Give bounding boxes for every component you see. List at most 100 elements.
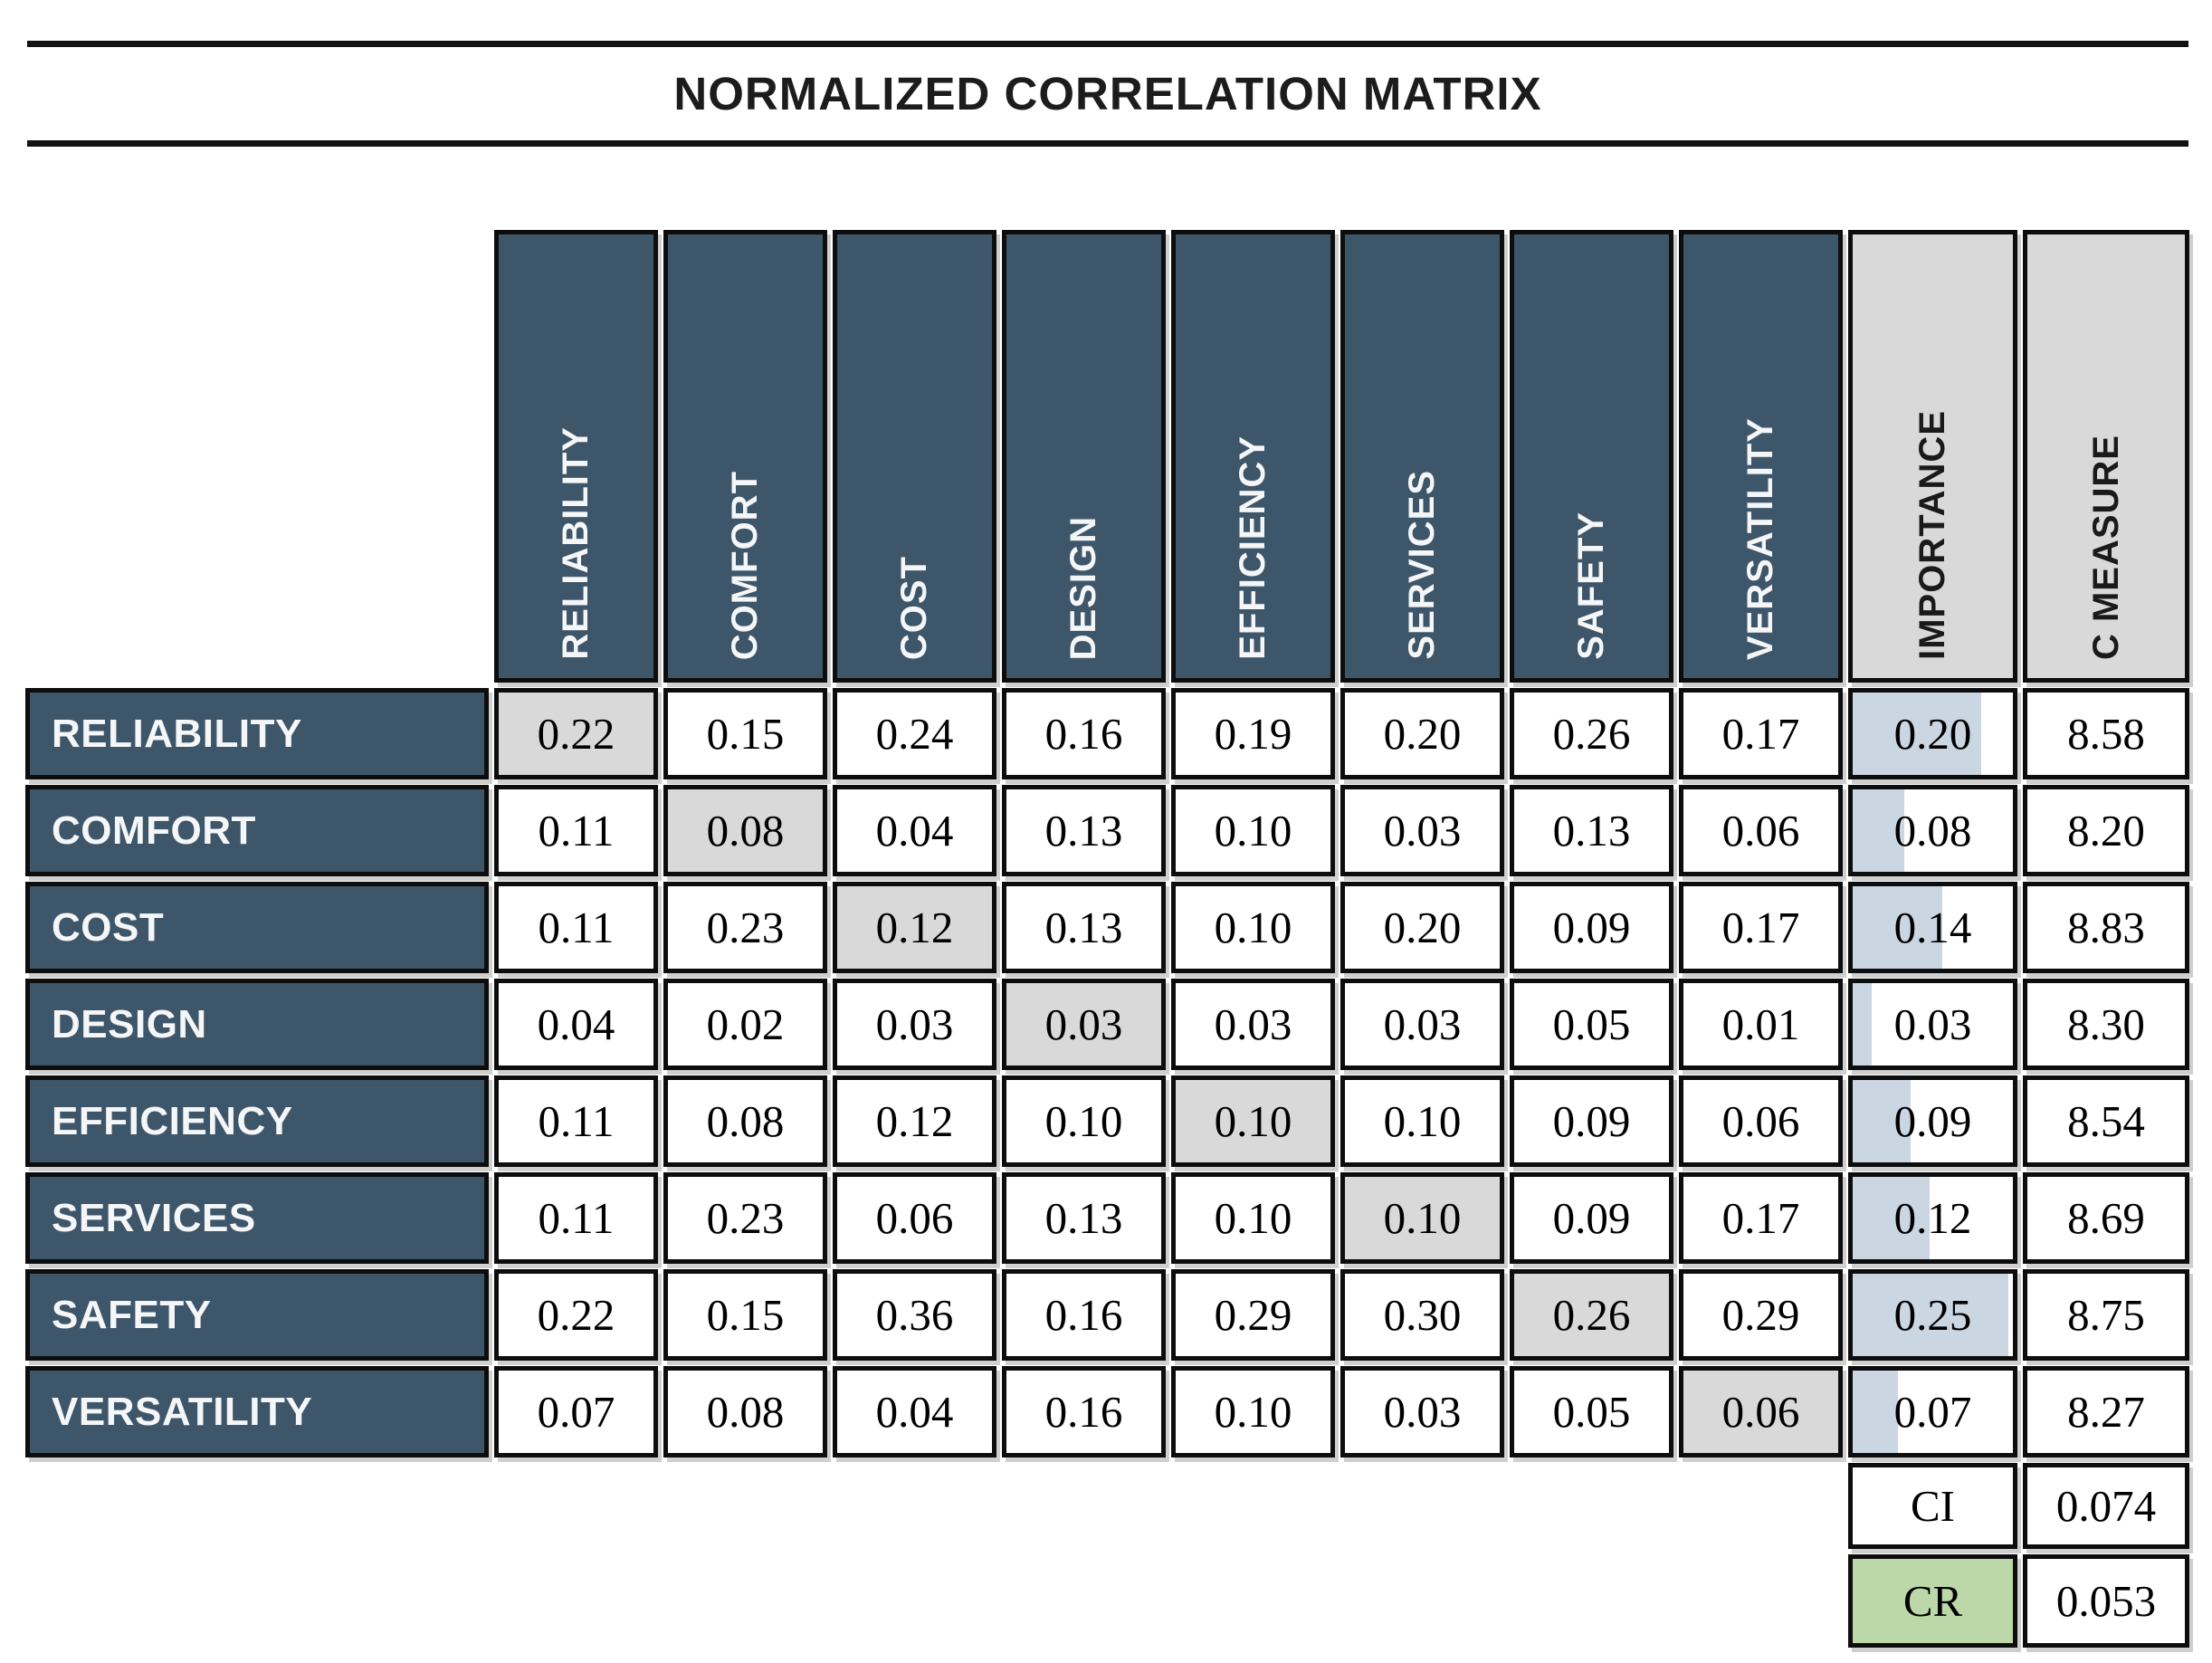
importance-value: 0.25 [1893,1290,1972,1340]
column-header-safety: SAFETY [1510,230,1673,683]
matrix-cell: 0.08 [663,785,827,876]
matrix-cell: 0.13 [1002,1172,1166,1264]
matrix-cell: 0.06 [1679,1366,1843,1458]
matrix-cell: 0.36 [833,1269,996,1361]
title-top-rule [27,41,2188,47]
importance-cell: 0.20 [1848,688,2017,779]
matrix-cell: 0.09 [1510,1075,1673,1167]
importance-cell: 0.03 [1848,979,2017,1070]
importance-data-bar [1853,983,1873,1066]
matrix-cell: 0.06 [1679,785,1843,876]
c-measure-cell: 8.54 [2023,1075,2189,1167]
cr-value: 0.053 [2023,1554,2189,1648]
c-measure-cell: 8.20 [2023,785,2189,876]
column-header-comfort: COMFORT [663,230,827,683]
matrix-cell: 0.08 [663,1366,827,1458]
matrix-cell: 0.12 [833,1075,996,1167]
column-header-label: IMPORTANCE [1912,410,1952,660]
c-measure-cell: 8.27 [2023,1366,2189,1458]
matrix-cell: 0.09 [1510,1172,1673,1264]
matrix-cell: 0.10 [1002,1075,1166,1167]
importance-cell: 0.08 [1848,785,2017,876]
matrix-cell: 0.03 [1340,979,1504,1070]
importance-value: 0.03 [1893,999,1972,1049]
matrix-cell: 0.08 [663,1075,827,1167]
title-bottom-rule [27,140,2188,147]
importance-cell: 0.25 [1848,1269,2017,1361]
importance-data-bar [1853,789,1904,872]
matrix-cell: 0.10 [1171,1075,1335,1167]
matrix-cell: 0.05 [1510,979,1673,1070]
matrix-cell: 0.05 [1510,1366,1673,1458]
matrix-cell: 0.26 [1510,688,1673,779]
c-measure-cell: 8.58 [2023,688,2189,779]
matrix-cell: 0.29 [1171,1269,1335,1361]
importance-data-bar [1853,1371,1898,1453]
row-header-versatility: VERSATILITY [25,1366,489,1458]
matrix-cell: 0.23 [663,1172,827,1264]
row-header-safety: SAFETY [25,1269,489,1361]
importance-data-bar [1853,1177,1930,1259]
matrix-cell: 0.13 [1002,882,1166,973]
matrix-cell: 0.10 [1171,1366,1335,1458]
column-header-label: RELIABILITY [556,426,596,660]
summary-row-spacer [25,1554,1843,1648]
column-header-label: SAFETY [1571,511,1611,660]
matrix-cell: 0.07 [494,1366,658,1458]
row-header-comfort: COMFORT [25,785,489,876]
column-header-versatility: VERSATILITY [1679,230,1843,683]
c-measure-cell: 8.83 [2023,882,2189,973]
importance-value: 0.07 [1893,1387,1972,1437]
cr-label: CR [1848,1554,2017,1648]
matrix-cell: 0.11 [494,1075,658,1167]
matrix-cell: 0.24 [833,688,996,779]
importance-data-bar [1853,886,1943,969]
matrix-cell: 0.20 [1340,882,1504,973]
matrix-cell: 0.10 [1171,882,1335,973]
column-header-label: DESIGN [1063,515,1103,660]
matrix-cell: 0.06 [833,1172,996,1264]
matrix-cell: 0.15 [663,688,827,779]
c-measure-cell: 8.30 [2023,979,2189,1070]
importance-value: 0.08 [1893,806,1972,855]
matrix-cell: 0.03 [833,979,996,1070]
page-title: NORMALIZED CORRELATION MATRIX [673,68,1542,119]
matrix-cell: 0.03 [1340,1366,1504,1458]
c-measure-cell: 8.69 [2023,1172,2189,1264]
matrix-cell: 0.11 [494,882,658,973]
column-header-label: VERSATILITY [1740,416,1780,660]
matrix-cell: 0.23 [663,882,827,973]
matrix-cell: 0.20 [1340,688,1504,779]
column-header-label: COST [894,555,934,660]
row-header-efficiency: EFFICIENCY [25,1075,489,1167]
matrix-cell: 0.12 [833,882,996,973]
matrix-cell: 0.03 [1002,979,1166,1070]
importance-data-bar [1853,1080,1911,1162]
importance-value: 0.20 [1893,709,1972,759]
matrix-cell: 0.29 [1679,1269,1843,1361]
matrix-cell: 0.11 [494,1172,658,1264]
row-header-cost: COST [25,882,489,973]
matrix-cell: 0.17 [1679,882,1843,973]
c-measure-cell: 8.75 [2023,1269,2189,1361]
row-header-design: DESIGN [25,979,489,1070]
matrix-cell: 0.03 [1171,979,1335,1070]
matrix-cell: 0.22 [494,688,658,779]
matrix-cell: 0.13 [1002,785,1166,876]
importance-value: 0.09 [1893,1096,1972,1146]
matrix-cell: 0.11 [494,785,658,876]
matrix-cell: 0.10 [1340,1172,1504,1264]
matrix-cell: 0.19 [1171,688,1335,779]
matrix-cell: 0.10 [1171,1172,1335,1264]
column-header-cost: COST [833,230,996,683]
matrix-cell: 0.30 [1340,1269,1504,1361]
matrix-cell: 0.09 [1510,882,1673,973]
corner-spacer [25,230,489,683]
ci-label: CI [1848,1463,2017,1549]
summary-row-spacer [25,1463,1843,1549]
matrix-cell: 0.16 [1002,1269,1166,1361]
matrix-cell: 0.16 [1002,688,1166,779]
column-header-efficiency: EFFICIENCY [1171,230,1335,683]
correlation-matrix-table: RELIABILITY COMFORT COST DESIGN EFFICIENCY SE… [25,230,2189,1648]
